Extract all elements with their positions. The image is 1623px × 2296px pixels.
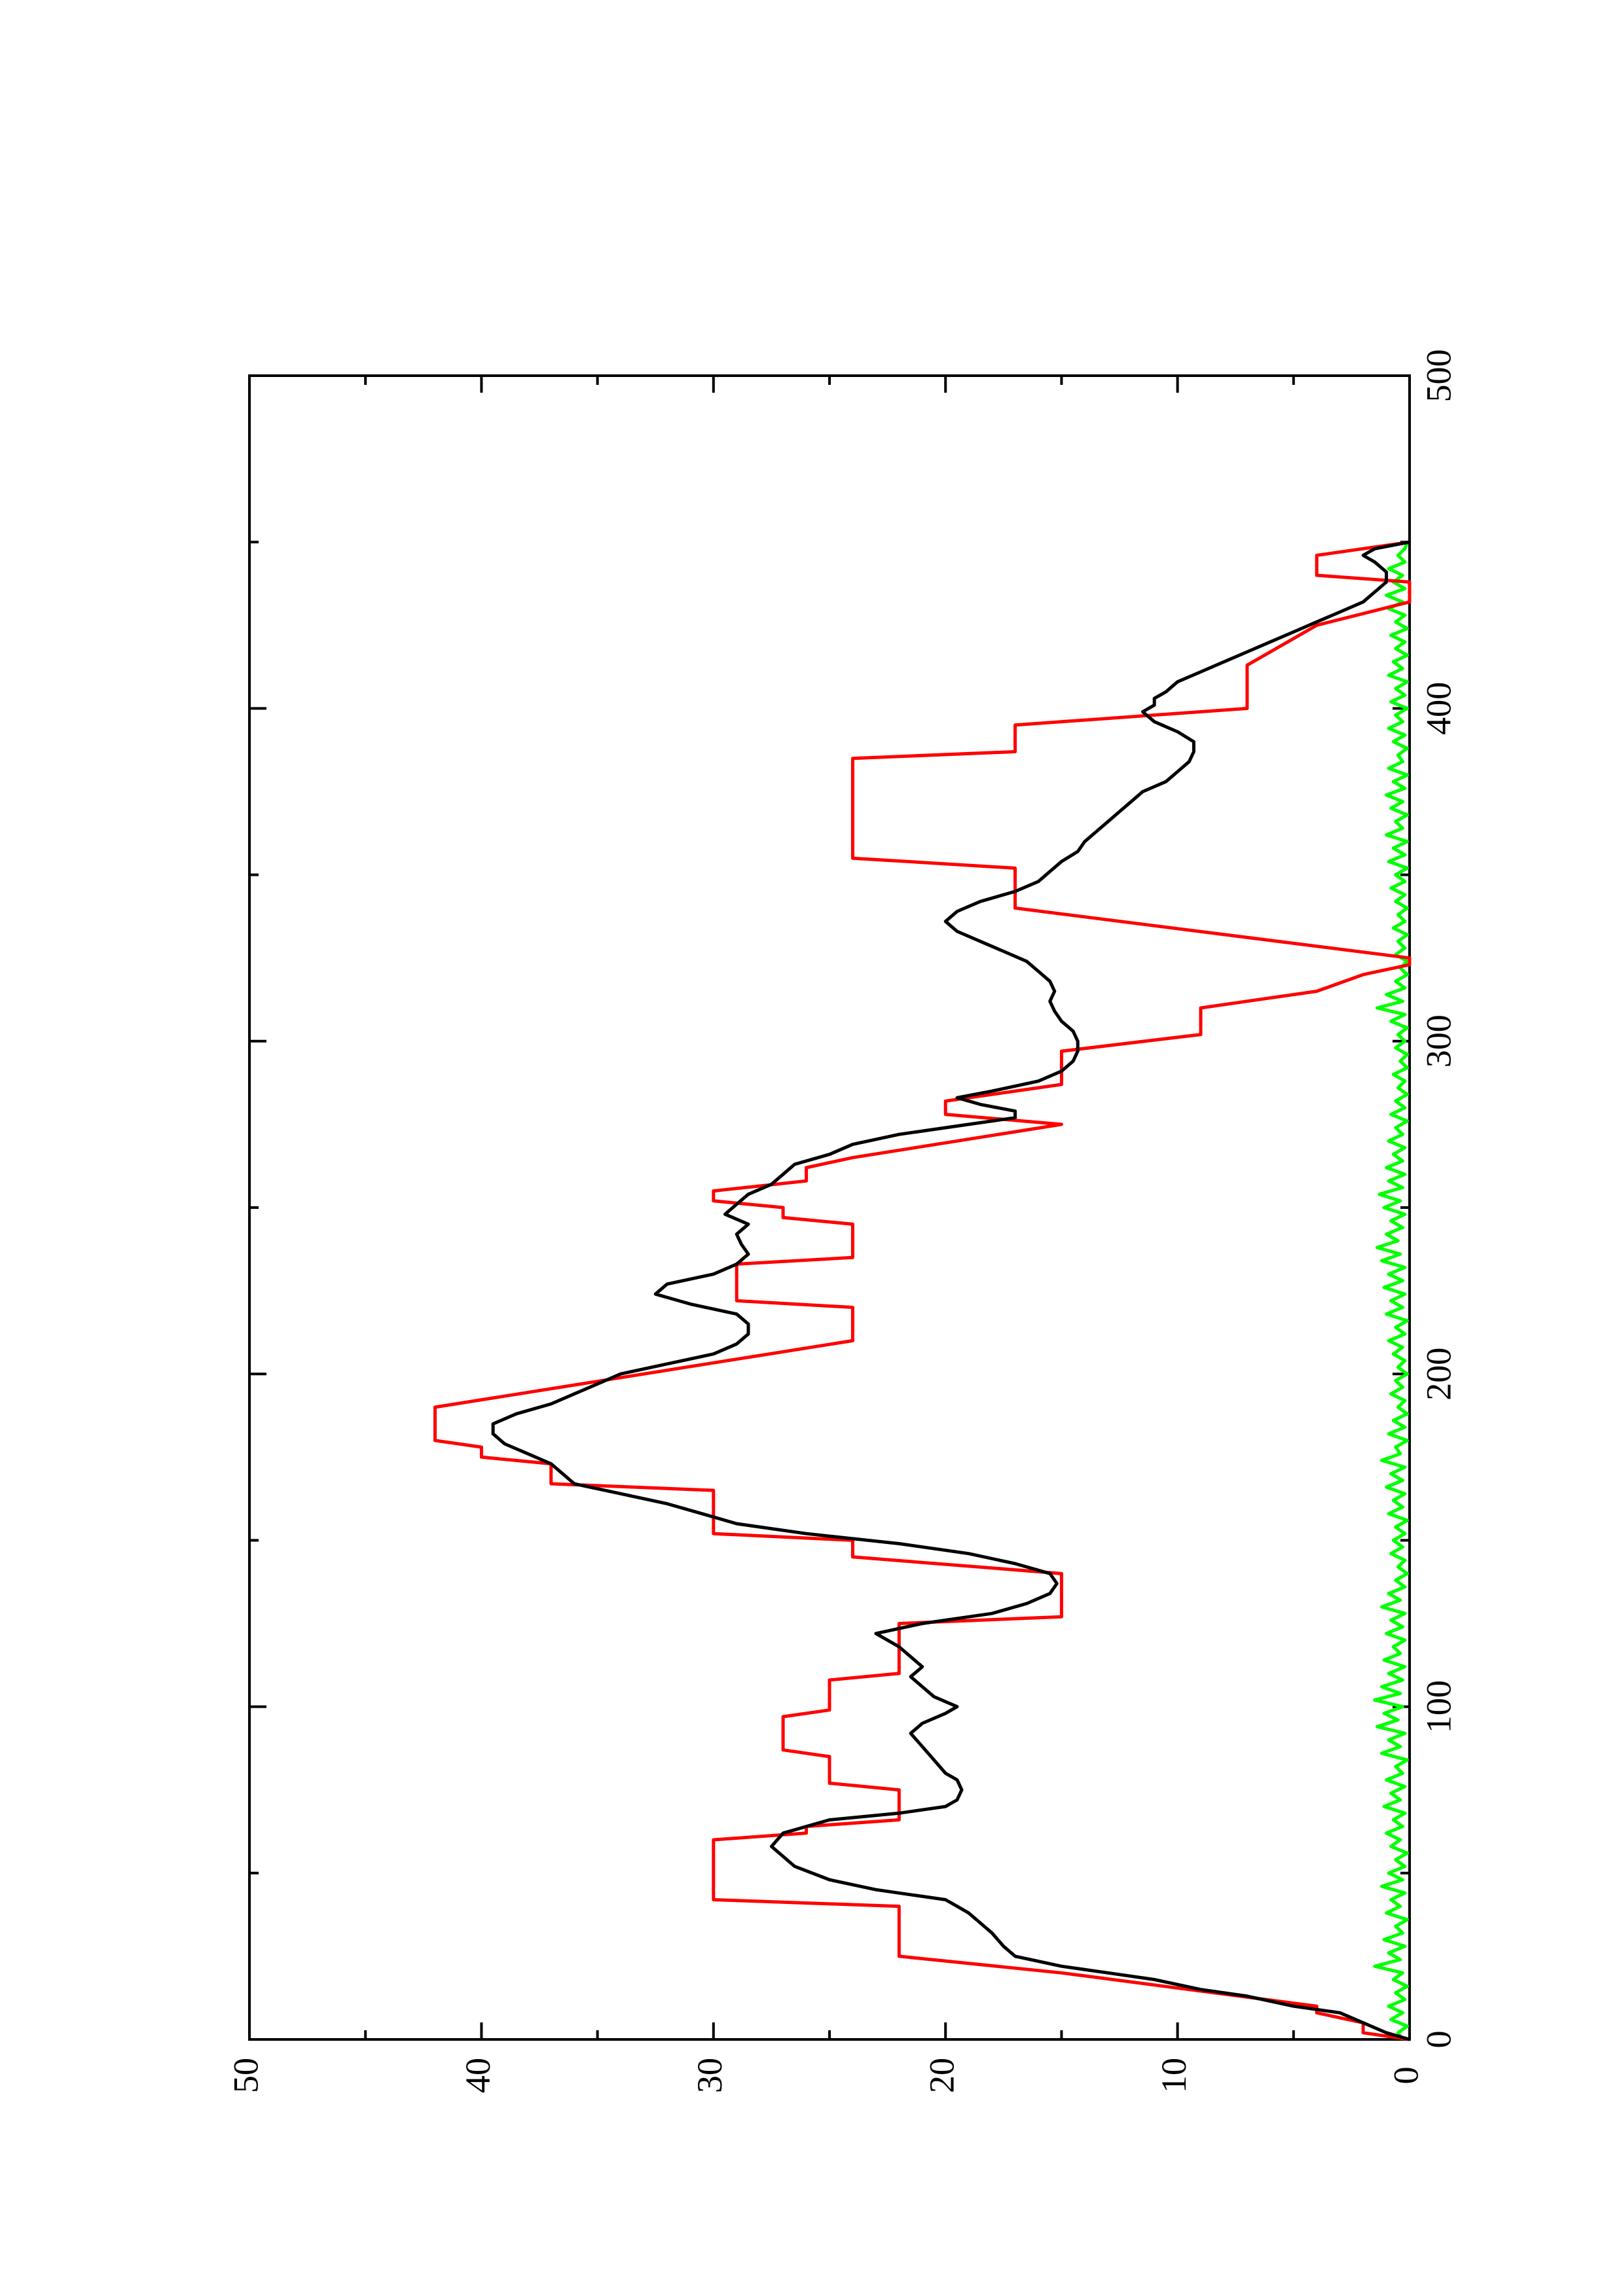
series-line-2: [1373, 541, 1409, 2041]
y-tick-label: 50: [226, 2058, 265, 2093]
y-tick-label: 10: [1154, 2058, 1194, 2093]
x-tick-label: 500: [1419, 350, 1458, 403]
series-line-0: [433, 540, 1412, 2041]
x-tick-label: 0: [1419, 2031, 1458, 2049]
y-tick-label: 20: [922, 2058, 962, 2093]
x-tick-label: 400: [1419, 682, 1458, 735]
plot-frame: [248, 374, 1411, 2041]
x-tick-label: 100: [1419, 1680, 1458, 1733]
x-tick-label: 200: [1419, 1348, 1458, 1401]
y-tick-label: 40: [458, 2058, 498, 2093]
y-tick-label: 0: [1386, 2067, 1425, 2085]
series-line-1: [491, 540, 1410, 2041]
y-tick-label: 30: [690, 2058, 729, 2093]
series-layer: [433, 540, 1412, 2041]
x-tick-label: 300: [1419, 1014, 1458, 1067]
tick-labels: 0 100 200 300 400 500 0 10 20 30 40 50: [226, 350, 1458, 2094]
axis-ticks: [248, 374, 1411, 2041]
